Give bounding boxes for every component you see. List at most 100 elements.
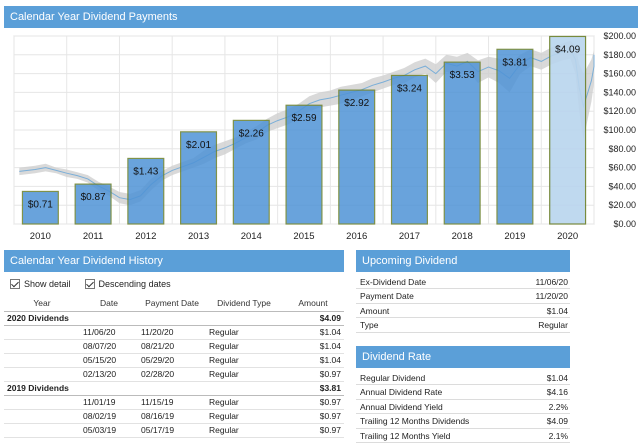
- table-row: 05/15/20 05/29/20 Regular $1.04: [4, 353, 344, 368]
- bar-label: $3.24: [397, 83, 422, 94]
- amount-cell: $0.97: [282, 423, 344, 438]
- dividend-history-table: Year Date Payment Date Dividend Type Amo…: [4, 296, 344, 438]
- table-row: 11/06/20 11/20/20 Regular $1.04: [4, 325, 344, 340]
- kv-value: Regular: [538, 320, 568, 331]
- bar-label: $1.43: [133, 166, 158, 177]
- y-tick-label: $20.00: [608, 200, 636, 210]
- kv-label: Annual Dividend Yield: [360, 401, 443, 412]
- show-detail-label: Show detail: [24, 279, 71, 289]
- payment-date-cell: 08/16/19: [138, 409, 206, 424]
- group-total: $3.81: [282, 381, 344, 396]
- bar-label: $0.71: [28, 199, 53, 210]
- payment-date-cell: 02/28/20: [138, 367, 206, 382]
- col-payment-date[interactable]: Payment Date: [138, 296, 206, 312]
- x-tick-label: 2010: [30, 231, 51, 242]
- dividend-chart-panel: $0.71 $0.87 $1.43 $2.01 $2.26 $2.59 $2.92 $3.24…: [4, 6, 638, 244]
- kv-row: Annual Dividend Yield 2.2%: [356, 400, 570, 415]
- year-cell: [4, 395, 80, 410]
- year-cell: [4, 325, 80, 340]
- kv-value: $1.04: [546, 305, 568, 316]
- amount-cell: $1.04: [282, 339, 344, 354]
- col-dividend-type[interactable]: Dividend Type: [206, 296, 282, 312]
- ex-date-cell: 08/02/19: [80, 409, 138, 424]
- y-tick-label: $100.00: [603, 125, 636, 135]
- kv-value: 11/06/20: [535, 277, 568, 287]
- kv-label: Type: [360, 320, 379, 331]
- table-row: 05/03/19 05/17/19 Regular $0.97: [4, 423, 344, 438]
- show-detail-checkbox[interactable]: [10, 279, 20, 289]
- y-tick-label: $160.00: [603, 69, 636, 79]
- col-amount[interactable]: Amount: [282, 296, 344, 312]
- y-tick-label: $120.00: [603, 106, 636, 116]
- upcoming-list: Ex-Dividend Date 11/06/20 Payment Date 11/2…: [356, 272, 570, 333]
- dividend-type-cell: Regular: [206, 353, 282, 368]
- x-tick-label: 2016: [346, 231, 367, 242]
- payment-date-cell: 11/15/19: [138, 395, 206, 410]
- upcoming-dividend-panel: Upcoming Dividend Ex-Dividend Date 11/06/…: [356, 250, 570, 333]
- kv-label: Regular Dividend: [360, 373, 426, 383]
- amount-cell: $0.97: [282, 409, 344, 424]
- chart-title: Calendar Year Dividend Payments: [4, 6, 638, 28]
- kv-value: 2.1%: [548, 430, 568, 441]
- group-label: 2019 Dividends: [4, 381, 282, 396]
- col-date[interactable]: Date: [80, 296, 138, 312]
- kv-label: Amount: [360, 305, 390, 316]
- ex-date-cell: 05/15/20: [80, 353, 138, 368]
- kv-label: Trailing 12 Months Yield: [360, 430, 451, 441]
- kv-row: Amount $1.04: [356, 304, 570, 319]
- payment-date-cell: 05/29/20: [138, 353, 206, 368]
- dividend-type-cell: Regular: [206, 409, 282, 424]
- ex-date-cell: 02/13/20: [80, 367, 138, 382]
- rate-list: Regular Dividend $1.04 Annual Dividend Rat…: [356, 368, 570, 443]
- descending-dates-checkbox[interactable]: [84, 279, 95, 289]
- kv-row: Ex-Dividend Date 11/06/20: [356, 275, 570, 290]
- dividend-type-cell: Regular: [206, 325, 282, 340]
- payment-date-cell: 08/21/20: [138, 339, 206, 354]
- bar-label: $4.09: [555, 44, 580, 55]
- kv-row: Regular Dividend $1.04: [356, 371, 570, 386]
- dividend-type-cell: Regular: [206, 339, 282, 354]
- y-tick-label: $40.00: [608, 181, 636, 191]
- x-tick-label: 2012: [135, 231, 156, 242]
- table-row: 11/01/19 11/15/19 Regular $0.97: [4, 395, 344, 410]
- kv-value: $4.09: [546, 416, 568, 427]
- x-tick-label: 2011: [83, 231, 103, 242]
- dividend-type-cell: Regular: [206, 367, 282, 382]
- col-year[interactable]: Year: [4, 296, 80, 312]
- kv-row: Type Regular: [356, 318, 570, 333]
- x-tick-label: 2013: [188, 231, 209, 242]
- y-tick-label: $140.00: [603, 87, 636, 97]
- kv-label: Payment Date: [360, 291, 414, 302]
- y-tick-label: $0.00: [613, 219, 636, 229]
- bar-label: $2.92: [344, 98, 369, 109]
- descending-dates-toggle[interactable]: Descending dates: [84, 279, 171, 289]
- year-cell: [4, 409, 80, 424]
- table-row: 08/07/20 08/21/20 Regular $1.04: [4, 339, 344, 354]
- ex-date-cell: 11/01/19: [80, 395, 138, 410]
- bar-2011: [74, 183, 112, 225]
- ex-date-cell: 05/03/19: [80, 423, 138, 438]
- rate-title: Dividend Rate: [356, 346, 570, 368]
- ex-date-cell: 11/06/20: [80, 325, 138, 340]
- x-tick-label: 2020: [557, 231, 578, 242]
- year-cell: [4, 353, 80, 368]
- kv-value: $1.04: [546, 373, 568, 383]
- dividend-bar-chart: $0.71 $0.87 $1.43 $2.01 $2.26 $2.59 $2.92 $3.24…: [13, 31, 636, 242]
- show-detail-toggle[interactable]: Show detail: [10, 279, 71, 289]
- dividend-type-cell: Regular: [206, 423, 282, 438]
- table-row: 02/13/20 02/28/20 Regular $0.97: [4, 367, 344, 382]
- bar-label: $2.26: [239, 128, 264, 139]
- table-body: 2020 Dividends $4.09 11/06/20 11/20/20 Regul…: [4, 311, 344, 438]
- x-tick-label: 2019: [504, 231, 525, 242]
- bar-2017: [390, 74, 428, 225]
- bar-2019: [496, 48, 534, 225]
- ex-date-cell: 08/07/20: [80, 339, 138, 354]
- bar-label: $3.81: [502, 57, 527, 68]
- year-cell: [4, 367, 80, 382]
- bar-label: $2.01: [186, 140, 211, 151]
- year-cell: [4, 423, 80, 438]
- bar-2018: [443, 61, 481, 225]
- group-row: 2019 Dividends $3.81: [4, 381, 344, 396]
- kv-value: 11/20/20: [535, 291, 568, 302]
- payment-date-cell: 05/17/19: [138, 423, 206, 438]
